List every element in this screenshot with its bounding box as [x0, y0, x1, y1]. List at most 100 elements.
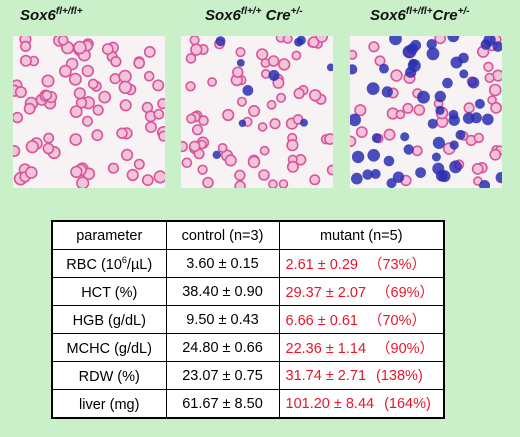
- rbc-cell: [217, 143, 228, 153]
- genotype-cre: Cre: [261, 7, 291, 24]
- rbc-cell: [120, 148, 134, 161]
- rbc-cell: [87, 78, 99, 90]
- table-row: MCHC (g/dL) 24.80 ± 0.66 22.36 ± 1.14 （90%）: [51, 333, 445, 362]
- panel-label-het: Sox6fl+/+ Cre+/-: [205, 6, 303, 24]
- rbc-cell: [260, 69, 271, 79]
- rbc-cell: [91, 129, 104, 142]
- rbc-cell: [269, 118, 281, 130]
- rbc-cell: [133, 57, 145, 69]
- rbc-cell: [434, 36, 447, 45]
- rbc-cell: [68, 72, 82, 86]
- cell-mutant: 29.37 ± 2.07 （69%）: [278, 277, 445, 306]
- mutant-percent: （90%）: [376, 341, 435, 357]
- nucleated-cell: [389, 36, 402, 46]
- mutant-value: 2.61 ± 0.29: [285, 257, 358, 273]
- nucleated-cell: [438, 170, 451, 183]
- rbc-cell: [14, 86, 27, 99]
- nucleated-cell: [479, 180, 491, 188]
- rbc-cell: [411, 145, 423, 157]
- cell-mutant: 101.20 ± 8.44 (164%): [278, 389, 445, 419]
- rbc-cell: [82, 115, 94, 127]
- rbc-cell: [189, 36, 200, 46]
- rbc-cell: [383, 128, 396, 141]
- micrograph-het: [181, 36, 333, 188]
- rbc-cell: [145, 121, 157, 133]
- rbc-cell: [354, 104, 367, 117]
- rbc-cell: [153, 170, 165, 184]
- nucleated-cell: [379, 63, 389, 74]
- cell-parameter: HGB (g/dL): [51, 305, 167, 334]
- rbc-cell: [126, 168, 139, 182]
- rbc-cell: [197, 164, 208, 175]
- rbc-cell: [133, 158, 145, 170]
- cell-mutant: 22.36 ± 1.14 （90%）: [278, 333, 445, 362]
- mutant-percent: （69%）: [376, 285, 435, 301]
- genotype-sup: fl+/fl+: [405, 6, 433, 17]
- rbc-cell: [258, 169, 270, 181]
- rbc-cell: [326, 164, 333, 176]
- nucleated-cell: [242, 85, 254, 96]
- nucleated-cell: [447, 36, 460, 43]
- mutant-percent: (138%): [376, 367, 423, 384]
- rbc-cell: [276, 92, 287, 103]
- rbc-cell: [488, 83, 502, 97]
- rbc-cell: [186, 113, 197, 124]
- genotype-sup: fl+/+: [240, 6, 262, 17]
- rbc-cell: [57, 36, 69, 46]
- rbc-cell: [188, 140, 201, 153]
- rbc-cell: [141, 174, 154, 186]
- nucleated-cell: [427, 118, 438, 129]
- cell-control: 24.80 ± 0.66: [165, 333, 280, 362]
- rbc-cell: [69, 105, 83, 118]
- table-header-row: parameter control (n=3) mutant (n=5): [51, 220, 445, 250]
- rbc-cell: [81, 64, 95, 78]
- cell-mutant: 31.74 ± 2.71 (138%): [278, 361, 445, 390]
- genotype-cre: Cre: [432, 7, 458, 24]
- rbc-cell: [268, 179, 278, 188]
- nucleated-cell: [448, 109, 459, 120]
- rbc-cell: [390, 69, 403, 82]
- panel-label-control: Sox6fl+/fl+: [20, 6, 83, 24]
- nucleated-cell: [417, 90, 430, 104]
- rbc-cell: [185, 81, 196, 92]
- rbc-cell: [471, 162, 484, 175]
- micrograph-mutant: [350, 36, 502, 188]
- cell-mutant: 2.61 ± 0.29 （73%）: [278, 249, 445, 278]
- mutant-percent: (164%): [384, 395, 431, 412]
- rbc-cell: [191, 124, 204, 136]
- nucleated-cell: [351, 172, 363, 185]
- rbc-cell: [278, 179, 289, 188]
- table-row: RBC (106/µL) 3.60 ± 0.15 2.61 ± 0.29 （73%）: [51, 249, 445, 278]
- rbc-cell: [402, 102, 414, 114]
- rbc-cell: [309, 174, 321, 186]
- rbc-cell: [483, 61, 494, 72]
- rbc-cell: [42, 142, 55, 155]
- rbc-cell: [355, 126, 368, 138]
- rbc-cell: [248, 105, 261, 118]
- mutant-value: 101.20 ± 8.44: [285, 395, 375, 412]
- rbc-cell: [266, 99, 277, 110]
- cell-control: 9.50 ± 0.43: [165, 305, 280, 334]
- rbc-cell: [25, 140, 39, 154]
- nucleated-cell: [403, 144, 414, 155]
- rbc-cell: [24, 166, 38, 179]
- mutant-value: 29.37 ± 2.07: [285, 285, 367, 301]
- nucleated-cell: [442, 77, 453, 89]
- rbc-cell: [43, 132, 55, 144]
- cell-parameter: liver (mg): [51, 389, 167, 419]
- nucleated-cell: [492, 41, 502, 52]
- genotype-sup: +/-: [457, 6, 470, 17]
- rbc-cell: [73, 87, 86, 100]
- rbc-cell: [247, 155, 261, 169]
- nucleated-cell: [300, 118, 308, 127]
- rbc-cell: [185, 53, 197, 64]
- nucleated-cell: [381, 86, 393, 98]
- cell-control: 3.60 ± 0.15: [165, 249, 280, 278]
- rbc-cell: [293, 87, 305, 100]
- nucleated-cell: [449, 160, 462, 174]
- cell-control: 23.07 ± 0.75: [165, 361, 280, 390]
- nucleated-cell: [459, 69, 469, 79]
- nucleated-cell: [212, 150, 221, 159]
- rbc-cell: [143, 45, 156, 58]
- nucleated-cell: [483, 36, 496, 47]
